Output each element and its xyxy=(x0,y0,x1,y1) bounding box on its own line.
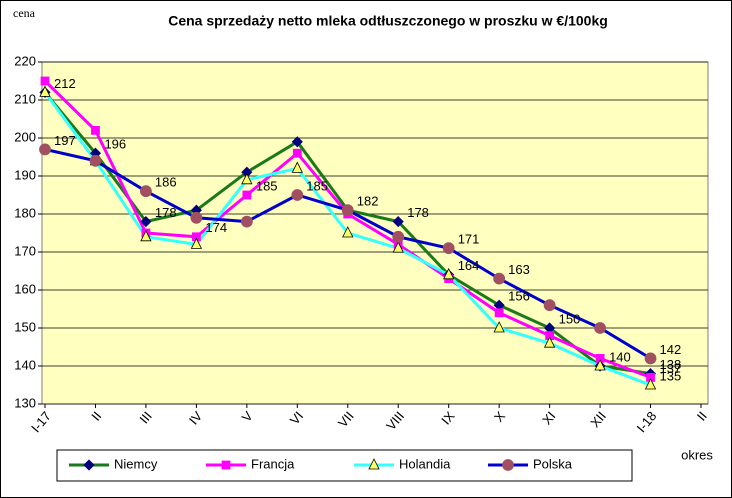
data-point xyxy=(39,143,51,156)
data-label: 182 xyxy=(357,194,379,209)
data-point xyxy=(494,308,504,318)
y-axis-label: cena xyxy=(13,6,36,20)
y-tick-label: 200 xyxy=(14,129,36,144)
data-point xyxy=(140,185,152,198)
data-label: 163 xyxy=(508,262,530,277)
data-label: 212 xyxy=(54,76,76,91)
data-label: 156 xyxy=(508,289,530,304)
legend-label: Holandia xyxy=(399,456,451,471)
data-point xyxy=(442,242,455,255)
legend-marker xyxy=(502,459,514,471)
data-point xyxy=(341,204,354,217)
y-tick-label: 160 xyxy=(14,281,36,296)
y-tick-label: 190 xyxy=(14,167,36,182)
data-label: 150 xyxy=(559,311,581,326)
data-point xyxy=(543,299,556,312)
y-tick-label: 180 xyxy=(14,205,36,220)
data-label: 185 xyxy=(306,178,328,193)
data-label: 142 xyxy=(660,342,682,357)
chart-title: Cena sprzedaży netto mleka odtłuszczoneg… xyxy=(168,13,608,29)
data-label: 135 xyxy=(660,368,682,383)
data-point xyxy=(443,267,455,280)
legend-label: Francja xyxy=(251,456,295,471)
data-point xyxy=(242,190,252,200)
data-label: 178 xyxy=(407,205,429,220)
data-point xyxy=(140,216,152,228)
data-point xyxy=(40,76,50,86)
data-label: 137 xyxy=(660,361,682,376)
data-point xyxy=(392,230,405,243)
y-tick-label: 150 xyxy=(14,319,36,334)
y-tick-label: 130 xyxy=(14,395,36,410)
data-label: 164 xyxy=(458,258,480,273)
data-point xyxy=(291,136,303,148)
data-label: 171 xyxy=(458,232,480,247)
data-point xyxy=(190,211,203,224)
data-point xyxy=(644,378,657,390)
data-label: 174 xyxy=(205,220,227,235)
y-tick-label: 220 xyxy=(14,53,36,68)
data-point xyxy=(39,85,51,97)
data-label: 185 xyxy=(256,178,278,193)
data-label: 197 xyxy=(54,133,76,148)
legend-label: Polska xyxy=(533,456,573,471)
data-point xyxy=(392,241,404,253)
data-label: 186 xyxy=(155,175,177,190)
data-label: 138 xyxy=(660,357,682,372)
x-axis-label: okres xyxy=(681,447,713,462)
y-tick-label: 210 xyxy=(14,91,36,106)
data-point xyxy=(594,322,606,334)
data-point xyxy=(342,226,354,238)
data-point xyxy=(190,237,203,249)
data-point xyxy=(140,229,152,242)
data-point xyxy=(644,352,657,365)
data-point xyxy=(392,216,404,228)
data-point xyxy=(493,272,506,285)
data-point xyxy=(291,189,304,201)
y-tick-label: 140 xyxy=(14,357,36,372)
data-point xyxy=(292,148,302,158)
data-label: 140 xyxy=(609,349,631,364)
data-point xyxy=(493,321,505,333)
data-label: 178 xyxy=(155,205,177,220)
data-point xyxy=(241,172,253,185)
data-point xyxy=(91,126,100,135)
legend-marker xyxy=(83,459,95,471)
y-tick-label: 170 xyxy=(14,243,36,258)
data-label: 196 xyxy=(104,137,126,152)
data-point xyxy=(594,359,606,371)
data-point xyxy=(543,336,556,348)
data-point xyxy=(291,161,303,173)
legend xyxy=(56,449,633,482)
legend-label: Niemcy xyxy=(114,456,158,471)
data-point xyxy=(89,154,102,167)
legend-marker xyxy=(368,458,380,470)
data-point xyxy=(240,215,253,228)
legend-marker xyxy=(221,460,231,470)
